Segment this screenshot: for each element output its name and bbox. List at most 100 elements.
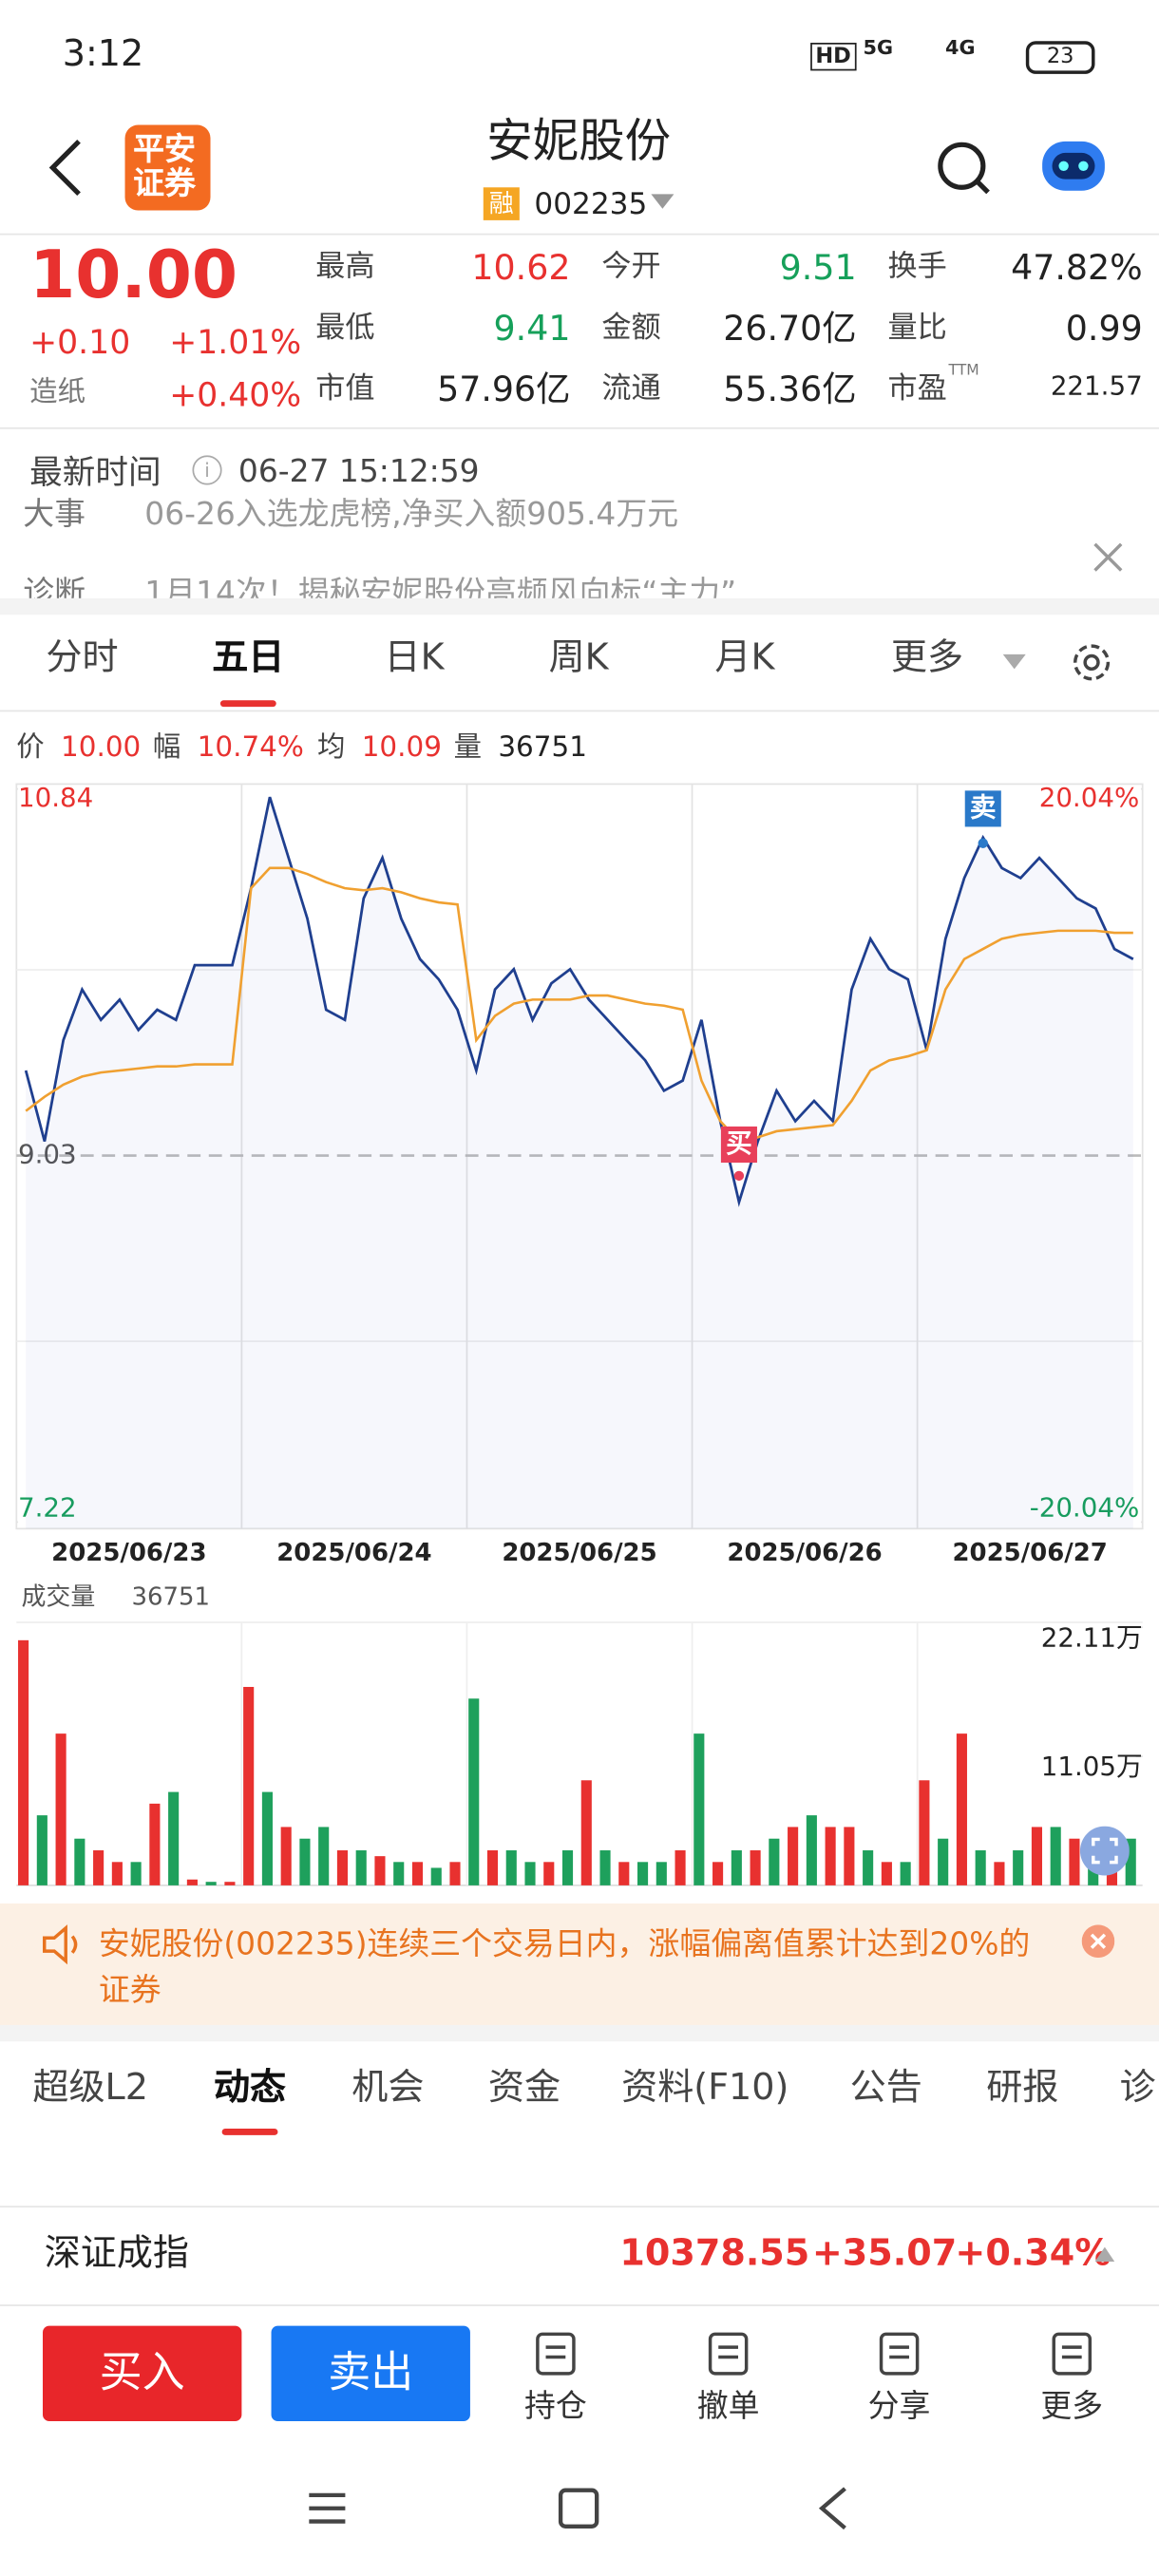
info-value: 10.74%: [197, 731, 304, 765]
close[interactable]: [1092, 540, 1125, 574]
news: 大事 06-26入选龙虎榜,净买入额905.4万元 诊断 1月14次！揭秘安妮股…: [0, 497, 1159, 598]
volume-bar: [956, 1733, 967, 1885]
tab2[interactable]: 研报: [986, 2067, 1059, 2110]
price-line: [24, 796, 1134, 1207]
action-label[interactable]: 更多: [1040, 2388, 1104, 2425]
sell-dot: [978, 838, 988, 848]
up-arrow: [1094, 2246, 1115, 2263]
tab-underline: [219, 700, 276, 708]
tab2[interactable]: 资金: [487, 2067, 561, 2110]
field-label: 今开: [601, 250, 661, 285]
field-value: 221.57: [1050, 369, 1143, 402]
volume-bar: [806, 1815, 817, 1885]
action-icon[interactable]: [876, 2331, 922, 2377]
volume-bar: [393, 1862, 405, 1885]
back[interactable]: [46, 138, 86, 197]
sector: 造纸: [29, 376, 86, 409]
volume-bar: [355, 1850, 367, 1885]
tab2[interactable]: 动态: [213, 2067, 287, 2110]
volume-bar: [505, 1850, 517, 1885]
action-icon[interactable]: [705, 2331, 750, 2377]
info-value: 10.00: [61, 731, 142, 765]
price-area: [26, 797, 1133, 1529]
tab2-underline: [221, 2128, 278, 2135]
sector-pct: +0.40%: [169, 374, 302, 415]
sell-button[interactable]: 卖出: [271, 2325, 470, 2422]
tab[interactable]: 周K: [548, 637, 609, 679]
field-sup: TTM: [948, 363, 979, 380]
tab[interactable]: 分时: [46, 637, 119, 679]
buy-button[interactable]: 买入: [42, 2325, 242, 2422]
action-label[interactable]: 持仓: [524, 2388, 587, 2425]
alert-close[interactable]: [1081, 1924, 1115, 1959]
volume-bar: [637, 1862, 649, 1885]
news-text[interactable]: 06-26入选龙虎榜,净买入额905.4万元: [144, 496, 679, 533]
tab2[interactable]: 公告: [849, 2067, 922, 2110]
tab[interactable]: 更多: [890, 637, 964, 679]
x-tick-label: 2025/06/25: [502, 1539, 656, 1567]
volume-bar: [318, 1827, 330, 1885]
speaker: [42, 1924, 78, 1965]
update-label: 最新时间: [29, 451, 162, 492]
volume-title: 成交量: [21, 1583, 95, 1612]
tab[interactable]: 日K: [384, 637, 445, 679]
volume-bar: [881, 1862, 892, 1885]
volume-bar: [919, 1780, 930, 1885]
volume-bar: [18, 1639, 29, 1885]
volume-bar: [750, 1850, 761, 1885]
info-label: 均: [316, 731, 346, 765]
field-label: 最低: [315, 311, 375, 346]
volume-bar: [299, 1838, 311, 1885]
action-label[interactable]: 撤单: [696, 2388, 760, 2425]
volume-bar: [36, 1815, 48, 1885]
robot[interactable]: [1036, 131, 1112, 197]
tab[interactable]: 五日: [212, 637, 285, 679]
status-4g: 4G: [945, 36, 976, 60]
volume-bar: [825, 1827, 836, 1885]
volume-bar: [618, 1862, 630, 1885]
volume-bar: [1125, 1838, 1136, 1885]
tab2[interactable]: 超级L2: [32, 2067, 148, 2110]
news-tag: 诊断: [23, 575, 86, 598]
action-icon[interactable]: [1049, 2331, 1094, 2377]
index-value: 10378.55: [619, 2233, 810, 2276]
tab2[interactable]: 诊: [1119, 2067, 1156, 2110]
volume-bar: [938, 1838, 949, 1885]
action-icon[interactable]: [533, 2331, 579, 2377]
field-value: 0.99: [1065, 309, 1143, 349]
fullscreen[interactable]: [1079, 1826, 1130, 1876]
volume-bar: [224, 1882, 236, 1885]
y-tick-label: 22.11万: [1041, 1621, 1143, 1653]
volume-bar: [55, 1733, 66, 1885]
volume-bar: [243, 1686, 255, 1885]
field-label: 金额: [601, 311, 661, 346]
tab2[interactable]: 资料(F10): [621, 2067, 789, 2110]
volume-bar: [599, 1850, 611, 1885]
y-tick-label: 11.05万: [1041, 1751, 1143, 1782]
volume-bar: [261, 1791, 273, 1885]
info-icon[interactable]: i: [192, 455, 222, 485]
info-label: 价: [16, 731, 45, 765]
settings[interactable]: [1069, 639, 1114, 685]
volume-bar: [580, 1780, 592, 1885]
dropdown[interactable]: [651, 194, 674, 210]
field-value: 10.62: [471, 248, 571, 288]
volume-bar: [863, 1850, 874, 1885]
info-value: 36751: [498, 731, 587, 765]
logo-text: 证券: [133, 165, 196, 202]
battery: 23: [1025, 41, 1095, 74]
search[interactable]: [934, 138, 993, 197]
title: 安妮股份: [486, 113, 672, 168]
news-text[interactable]: 1月14次！揭秘安妮股份高频风向标“主力”: [144, 575, 737, 598]
tab2[interactable]: 机会: [352, 2067, 425, 2110]
tab[interactable]: 月K: [714, 637, 775, 679]
price: 10.00: [29, 237, 238, 314]
y-tick-label: 7.22: [18, 1492, 77, 1524]
avg-line: [25, 866, 1133, 1144]
field-label: 最高: [315, 250, 375, 285]
action-label[interactable]: 分享: [867, 2388, 931, 2425]
code: 002235: [534, 187, 648, 222]
volume-bar: [543, 1862, 555, 1885]
volume-bar: [844, 1827, 855, 1885]
field-value: 55.36亿: [723, 369, 857, 409]
